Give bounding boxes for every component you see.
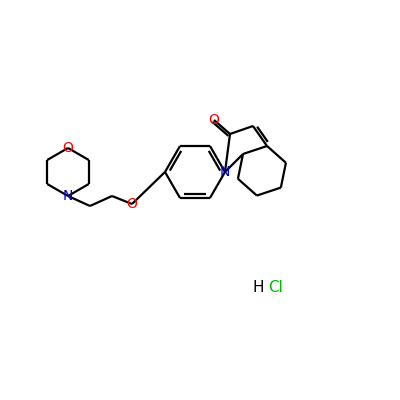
Text: Cl: Cl: [268, 280, 284, 296]
Text: H: H: [252, 280, 264, 296]
Text: N: N: [220, 165, 230, 179]
Text: N: N: [63, 189, 73, 203]
Text: O: O: [62, 141, 74, 155]
Text: O: O: [126, 197, 138, 211]
Text: O: O: [208, 113, 220, 127]
